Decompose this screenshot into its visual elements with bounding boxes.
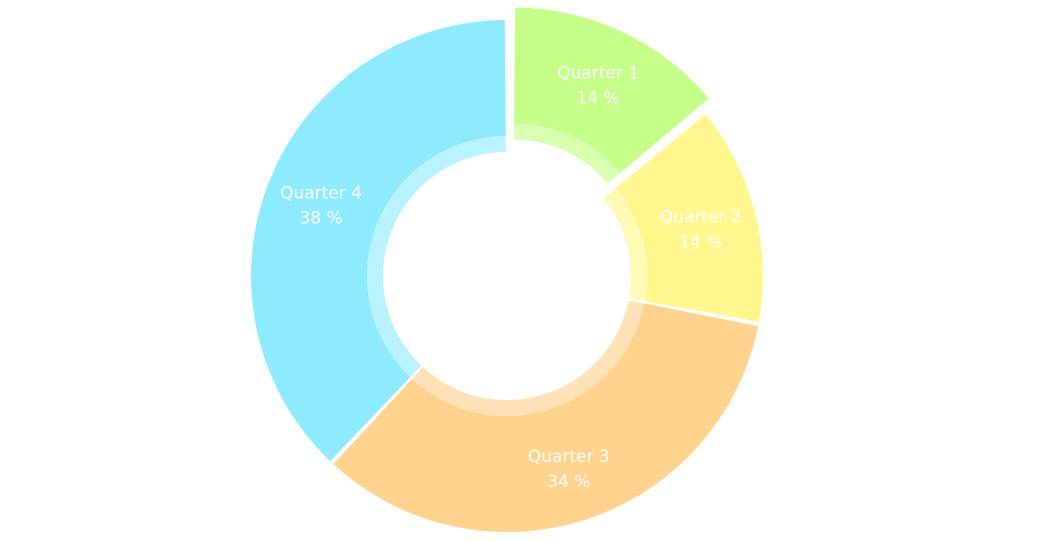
slice-quarter-3[interactable] [333, 303, 759, 532]
slice-label-quarter-3: Quarter 3 [528, 447, 610, 467]
chart-labels: Quarter 1 14 % Quarter 2 14 % Quarter 3 34 % Q… [280, 63, 742, 492]
slice-inner-band-quarter-2 [603, 187, 647, 302]
slice-value-label-quarter-1: 14 % [577, 88, 620, 108]
slice-value-label-quarter-3: 34 % [547, 472, 590, 492]
slice-inner-band-quarter-3 [412, 300, 645, 417]
slice-inner-band-quarter-1 [514, 123, 621, 184]
slice-inner-band-quarter-4 [366, 136, 506, 378]
slice-value-label-quarter-2: 14 % [679, 232, 722, 252]
slice-label-quarter-2: Quarter 2 [660, 207, 742, 227]
slice-label-quarter-4: Quarter 4 [280, 183, 362, 203]
slice-quarter-4[interactable] [251, 20, 506, 462]
slice-quarter-2[interactable] [615, 114, 763, 322]
chart-slices [251, 7, 763, 532]
slice-value-label-quarter-4: 38 % [299, 208, 342, 228]
slice-quarter-1[interactable] [514, 7, 709, 174]
slice-label-quarter-1: Quarter 1 [557, 63, 639, 83]
